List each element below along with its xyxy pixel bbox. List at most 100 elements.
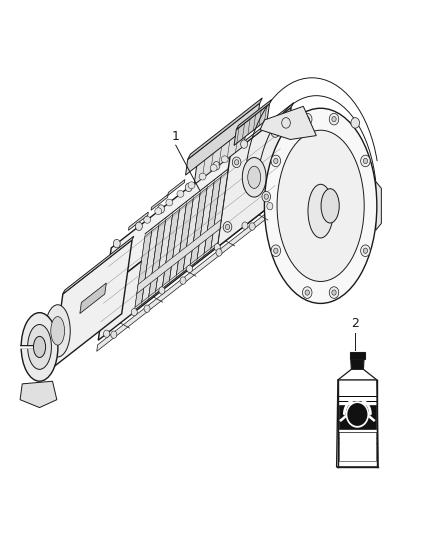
Ellipse shape [303, 114, 312, 125]
Ellipse shape [264, 194, 268, 199]
Ellipse shape [187, 265, 193, 272]
Ellipse shape [360, 245, 370, 256]
Ellipse shape [135, 222, 142, 231]
Polygon shape [186, 103, 260, 175]
Ellipse shape [329, 287, 339, 298]
Polygon shape [20, 381, 57, 408]
Polygon shape [106, 112, 286, 289]
Ellipse shape [240, 140, 247, 148]
Ellipse shape [188, 182, 195, 189]
Ellipse shape [216, 249, 222, 256]
Polygon shape [128, 212, 148, 230]
Polygon shape [135, 231, 152, 308]
Polygon shape [339, 432, 375, 461]
Polygon shape [168, 180, 185, 196]
Polygon shape [234, 104, 269, 146]
Polygon shape [350, 352, 365, 359]
Polygon shape [151, 195, 168, 211]
Ellipse shape [303, 287, 312, 298]
Polygon shape [190, 188, 207, 264]
Ellipse shape [305, 117, 309, 122]
Ellipse shape [308, 184, 333, 238]
Polygon shape [98, 153, 280, 340]
Ellipse shape [329, 114, 339, 125]
Polygon shape [97, 208, 272, 351]
Ellipse shape [180, 277, 186, 284]
Ellipse shape [155, 208, 162, 215]
Ellipse shape [185, 183, 192, 191]
Text: 1: 1 [172, 130, 180, 142]
Ellipse shape [158, 205, 165, 213]
Ellipse shape [282, 118, 290, 128]
Ellipse shape [346, 401, 369, 428]
Ellipse shape [131, 309, 137, 316]
Polygon shape [197, 182, 214, 259]
Ellipse shape [268, 118, 275, 127]
Ellipse shape [166, 199, 173, 206]
Ellipse shape [223, 222, 232, 232]
Ellipse shape [265, 108, 377, 303]
Ellipse shape [347, 403, 367, 426]
Ellipse shape [271, 245, 281, 256]
Polygon shape [80, 283, 106, 313]
Ellipse shape [232, 157, 241, 167]
Polygon shape [211, 172, 228, 248]
Polygon shape [177, 199, 193, 275]
Ellipse shape [305, 290, 309, 295]
Polygon shape [337, 380, 378, 467]
Ellipse shape [144, 305, 150, 312]
Polygon shape [260, 106, 316, 140]
Ellipse shape [144, 216, 151, 223]
Ellipse shape [321, 189, 339, 223]
Ellipse shape [274, 158, 278, 164]
Ellipse shape [242, 222, 248, 229]
Ellipse shape [177, 190, 184, 197]
Polygon shape [63, 236, 134, 294]
Ellipse shape [213, 161, 220, 170]
Ellipse shape [111, 331, 117, 338]
Ellipse shape [242, 158, 266, 197]
Polygon shape [204, 177, 221, 254]
Polygon shape [137, 220, 221, 294]
Polygon shape [170, 204, 187, 280]
Ellipse shape [271, 127, 280, 138]
Ellipse shape [277, 130, 364, 281]
Ellipse shape [262, 191, 271, 202]
Ellipse shape [113, 239, 120, 248]
Polygon shape [376, 181, 381, 230]
Ellipse shape [274, 248, 278, 253]
Ellipse shape [363, 248, 367, 253]
Polygon shape [217, 107, 291, 247]
Ellipse shape [351, 118, 360, 128]
Polygon shape [236, 100, 272, 130]
Ellipse shape [21, 313, 58, 381]
Ellipse shape [332, 117, 336, 122]
Ellipse shape [363, 158, 367, 164]
Ellipse shape [360, 155, 370, 167]
Ellipse shape [221, 156, 228, 163]
Ellipse shape [103, 330, 110, 337]
Ellipse shape [273, 130, 278, 135]
Polygon shape [155, 215, 173, 292]
Ellipse shape [249, 223, 255, 230]
Polygon shape [184, 193, 200, 270]
Polygon shape [351, 359, 364, 369]
Polygon shape [162, 209, 180, 286]
Polygon shape [149, 220, 166, 297]
Ellipse shape [45, 305, 70, 357]
Polygon shape [197, 119, 250, 165]
Polygon shape [53, 240, 132, 368]
Polygon shape [339, 405, 375, 429]
Ellipse shape [332, 290, 336, 295]
Ellipse shape [271, 155, 281, 167]
Ellipse shape [234, 160, 239, 165]
Ellipse shape [248, 166, 261, 188]
Ellipse shape [226, 224, 230, 230]
Polygon shape [142, 225, 159, 302]
Ellipse shape [199, 173, 206, 180]
Ellipse shape [51, 317, 64, 345]
Ellipse shape [159, 287, 165, 294]
Ellipse shape [214, 244, 220, 251]
Text: 2: 2 [351, 317, 359, 330]
Polygon shape [188, 98, 262, 159]
